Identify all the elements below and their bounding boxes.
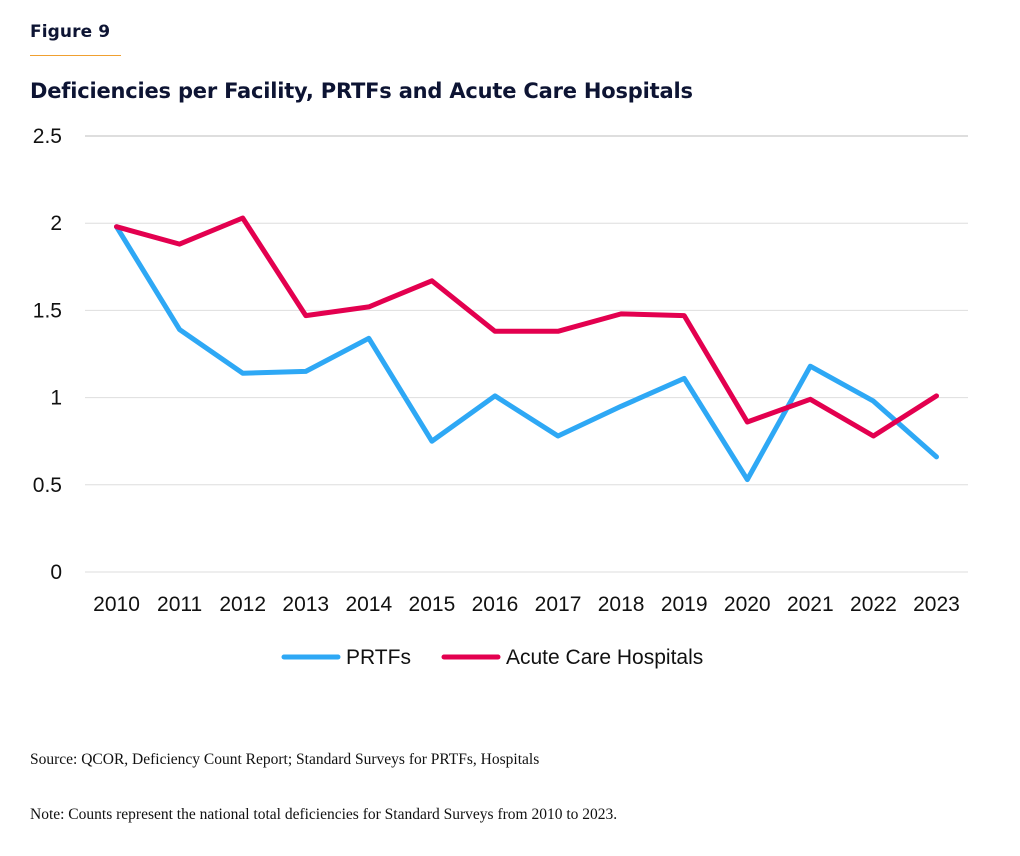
x-tick-label: 2013 xyxy=(282,593,329,616)
y-tick-label: 0 xyxy=(50,561,62,584)
y-tick-label: 2.5 xyxy=(33,125,62,148)
y-tick-label: 2 xyxy=(50,212,62,235)
x-tick-label: 2018 xyxy=(598,593,645,616)
y-tick-label: 0.5 xyxy=(33,474,62,497)
x-tick-label: 2019 xyxy=(661,593,708,616)
y-axis-tick-labels: 0 0.5 1 1.5 2 2.5 xyxy=(33,125,62,584)
series-lines xyxy=(114,215,939,483)
legend-item: PRTFs xyxy=(281,646,411,669)
x-tick-label: 2010 xyxy=(93,593,140,616)
chart-title: Deficiencies per Facility, PRTFs and Acu… xyxy=(30,79,693,103)
series-line-prtfs xyxy=(114,224,939,483)
x-tick-label: 2015 xyxy=(409,593,456,616)
x-tick-label: 2014 xyxy=(345,593,392,616)
legend: PRTFs Acute Care Hospitals xyxy=(281,646,703,669)
figure-label-underline xyxy=(30,55,121,56)
figure-label: Figure 9 xyxy=(30,22,111,42)
y-tick-label: 1.5 xyxy=(33,299,62,322)
y-tick-label: 1 xyxy=(50,387,62,410)
x-tick-label: 2020 xyxy=(724,593,771,616)
legend-label: Acute Care Hospitals xyxy=(506,646,703,669)
x-tick-label: 2022 xyxy=(850,593,897,616)
source-note: Source: QCOR, Deficiency Count Report; S… xyxy=(30,751,540,768)
legend-item: Acute Care Hospitals xyxy=(441,646,703,669)
x-tick-label: 2016 xyxy=(472,593,519,616)
series-line-acute-care-hospitals xyxy=(114,215,939,439)
x-tick-label: 2011 xyxy=(157,593,202,616)
line-chart: 00.511.522.5 2010 2011 2012 2013 2014 2015 201… xyxy=(33,125,968,669)
x-tick-label: 2012 xyxy=(219,593,266,616)
x-tick-label: 2021 xyxy=(787,593,834,616)
x-axis-tick-labels: 2010 2011 2012 2013 2014 2015 2016 2017 2018 2019… xyxy=(93,593,960,616)
legend-label: PRTFs xyxy=(346,646,411,669)
footnote: Note: Counts represent the national tota… xyxy=(30,806,618,823)
x-tick-label: 2017 xyxy=(535,593,582,616)
x-tick-label: 2023 xyxy=(913,593,960,616)
